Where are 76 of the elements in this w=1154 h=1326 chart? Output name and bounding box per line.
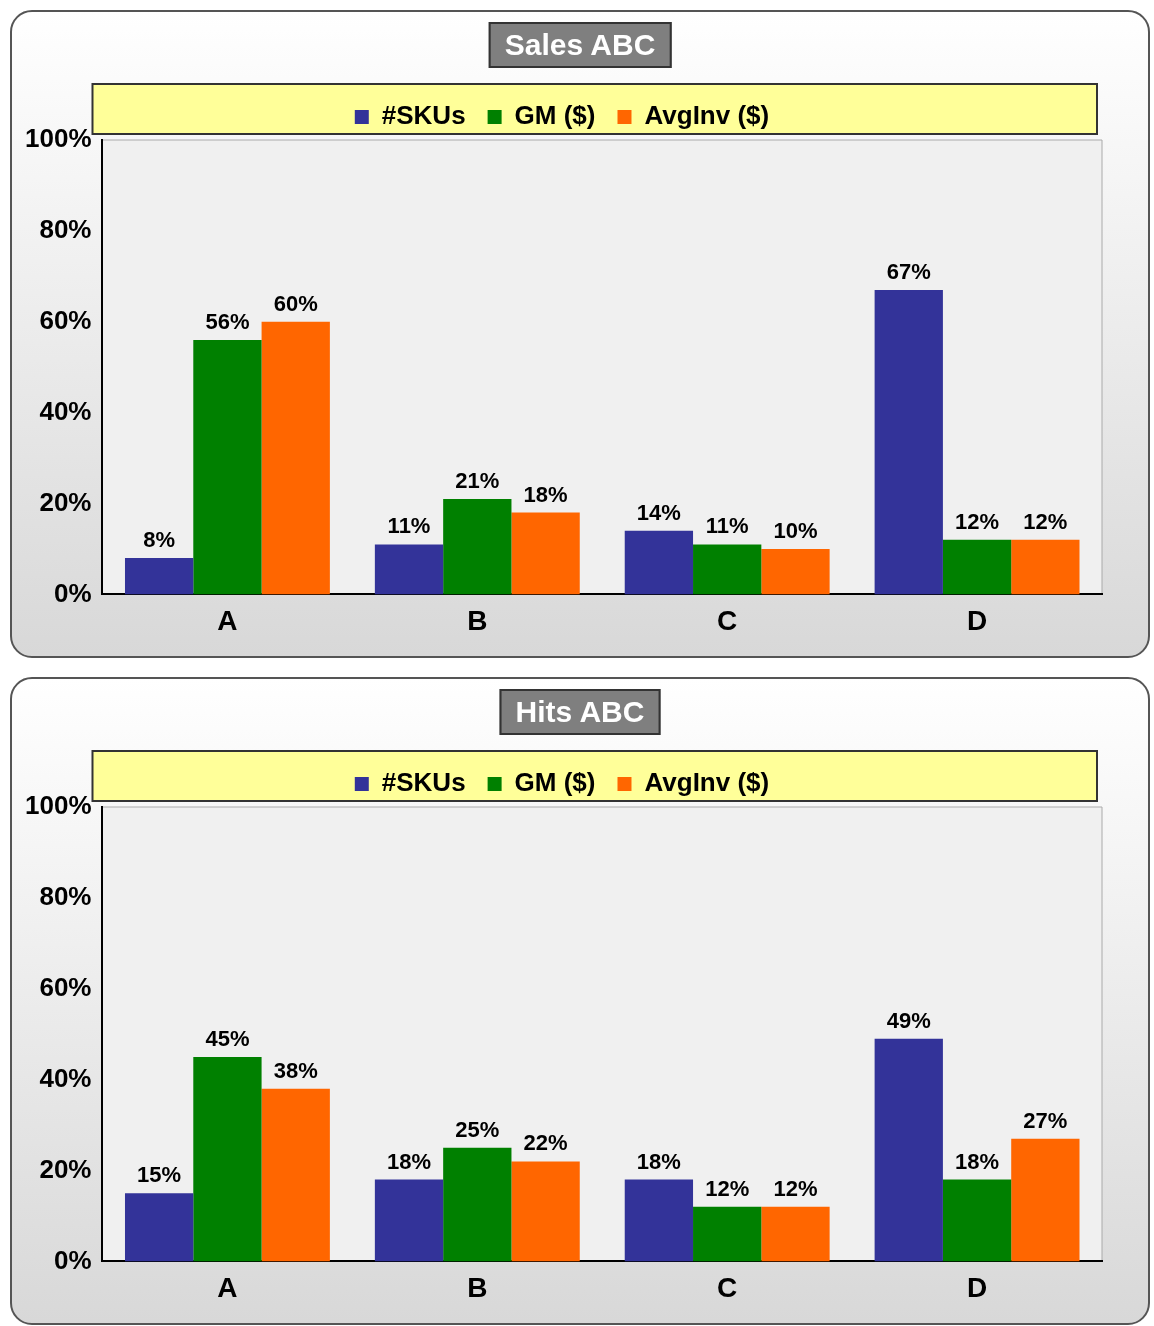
data-label: 18% xyxy=(636,1148,681,1174)
data-label: 12% xyxy=(705,1175,750,1201)
data-label: 14% xyxy=(636,499,681,525)
data-label: 25% xyxy=(455,1116,500,1142)
y-tick-label: 0% xyxy=(53,577,92,608)
y-tick-label: 80% xyxy=(39,881,92,912)
y-tick-label: 0% xyxy=(53,1244,92,1275)
bar xyxy=(942,539,1012,595)
data-label: 18% xyxy=(955,1148,1000,1174)
x-tick-label: D xyxy=(966,1271,988,1303)
bar xyxy=(374,1179,444,1262)
y-tick-label: 40% xyxy=(39,395,92,426)
bar xyxy=(124,558,194,595)
y-tick-label: 60% xyxy=(39,304,92,335)
bar xyxy=(624,530,694,595)
chart-title: Hits ABC xyxy=(499,689,661,735)
data-label: 12% xyxy=(773,1175,818,1201)
bar xyxy=(761,548,830,595)
data-label: 38% xyxy=(273,1057,318,1083)
legend-label: #SKUs xyxy=(381,100,466,131)
data-label: 11% xyxy=(705,513,749,539)
bar xyxy=(624,1179,694,1262)
bar xyxy=(874,289,943,595)
bar xyxy=(443,498,512,595)
chart-title: Sales ABC xyxy=(488,22,672,68)
bar xyxy=(942,1179,1012,1262)
data-label: 21% xyxy=(455,468,500,494)
y-tick-label: 100% xyxy=(25,790,92,821)
x-tick-label: B xyxy=(467,604,488,636)
bar xyxy=(261,321,330,595)
data-label: 27% xyxy=(1023,1107,1068,1133)
data-label: 60% xyxy=(273,290,318,316)
x-tick-label: D xyxy=(966,604,988,636)
y-tick-label: 40% xyxy=(39,1062,92,1093)
bar xyxy=(1011,1138,1080,1262)
bar xyxy=(874,1038,943,1262)
y-tick-label: 60% xyxy=(39,971,92,1002)
bar xyxy=(511,512,580,595)
bar xyxy=(193,1056,262,1262)
data-label: 8% xyxy=(143,527,176,553)
data-label: 67% xyxy=(886,259,931,285)
data-label: 45% xyxy=(205,1025,250,1051)
x-tick-label: C xyxy=(717,604,738,636)
y-tick-label: 100% xyxy=(25,123,92,154)
data-label: 22% xyxy=(523,1130,568,1156)
data-label: 49% xyxy=(886,1007,931,1033)
bar xyxy=(693,544,762,595)
legend-label: GM ($) xyxy=(514,767,596,798)
legend-label: AvgInv ($) xyxy=(644,100,770,131)
bar xyxy=(193,339,262,595)
data-label: 12% xyxy=(1023,508,1068,534)
x-tick-label: A xyxy=(217,604,238,636)
bar xyxy=(443,1147,512,1262)
x-tick-label: C xyxy=(717,1271,738,1303)
data-label: 12% xyxy=(955,508,1000,534)
data-label: 11% xyxy=(387,513,431,539)
data-label: 10% xyxy=(773,518,818,544)
bar xyxy=(1011,539,1080,595)
bar xyxy=(511,1161,580,1262)
data-label: 18% xyxy=(386,1148,432,1174)
y-tick-label: 20% xyxy=(39,486,92,517)
bar xyxy=(374,544,444,595)
legend-label: AvgInv ($) xyxy=(644,767,770,798)
bar xyxy=(261,1088,330,1262)
bar xyxy=(761,1206,830,1262)
bar xyxy=(124,1193,194,1262)
y-tick-label: 20% xyxy=(39,1153,92,1184)
x-tick-label: B xyxy=(467,1271,488,1303)
data-label: 18% xyxy=(523,481,568,507)
y-tick-label: 80% xyxy=(39,214,92,245)
x-tick-label: A xyxy=(217,1271,238,1303)
legend-label: GM ($) xyxy=(514,100,596,131)
data-label: 56% xyxy=(205,309,250,334)
data-label: 15% xyxy=(137,1162,182,1188)
bar xyxy=(693,1206,762,1262)
legend-label: #SKUs xyxy=(381,767,466,798)
